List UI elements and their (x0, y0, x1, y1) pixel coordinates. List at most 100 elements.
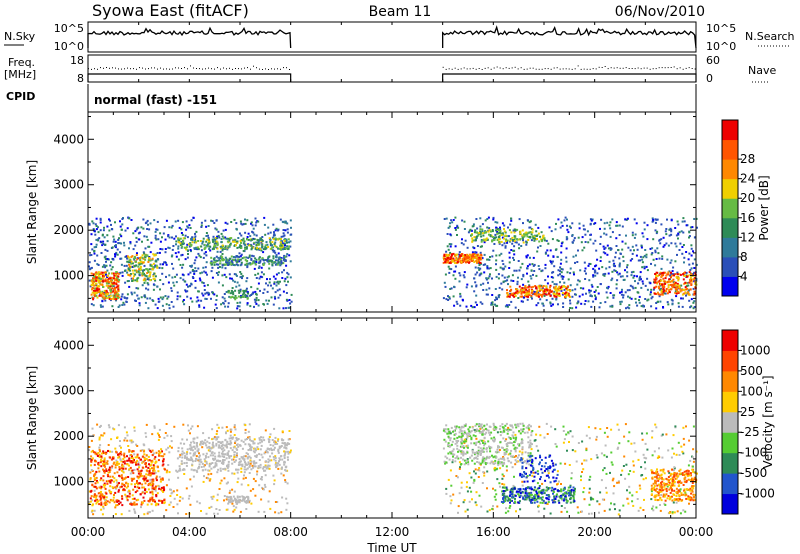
data-cell (217, 271, 220, 274)
data-cell (112, 462, 115, 465)
data-cell (128, 464, 130, 467)
data-cell (278, 258, 281, 261)
data-cell (136, 489, 139, 492)
data-cell (620, 293, 623, 296)
data-cell (271, 236, 274, 239)
data-cell (690, 267, 693, 270)
data-cell (158, 266, 161, 269)
data-cell (471, 237, 474, 240)
data-cell (92, 298, 95, 301)
data-cell (649, 247, 652, 250)
data-cell (192, 454, 195, 457)
data-cell (448, 297, 451, 300)
data-cell (551, 297, 554, 300)
data-cell (671, 273, 674, 276)
data-cell (104, 465, 106, 468)
data-cell (198, 277, 201, 280)
data-cell (149, 482, 152, 485)
data-cell (691, 226, 694, 229)
data-cell (530, 233, 533, 236)
data-cell (641, 280, 644, 283)
data-cell (132, 488, 135, 491)
data-cell (233, 490, 236, 493)
data-cell (686, 292, 688, 295)
data-cell (459, 295, 462, 298)
data-cell (154, 500, 156, 503)
data-cell (667, 271, 670, 274)
data-cell (96, 263, 99, 266)
data-cell (92, 513, 95, 516)
data-cell (129, 502, 132, 505)
data-cell (675, 292, 678, 295)
data-cell (204, 297, 207, 300)
data-cell (138, 268, 140, 271)
data-cell (690, 305, 693, 308)
cpid-value: normal (fast) -151 (94, 93, 217, 107)
data-cell (584, 267, 587, 270)
data-cell (274, 459, 277, 462)
data-cell (99, 276, 102, 279)
data-cell (160, 488, 162, 491)
data-cell (542, 304, 545, 307)
data-cell (93, 250, 96, 253)
data-cell (191, 236, 194, 239)
data-cell (133, 503, 136, 506)
data-cell (252, 261, 255, 264)
data-cell (622, 294, 625, 297)
data-cell (107, 424, 110, 427)
data-cell (254, 224, 257, 227)
data-cell (671, 270, 674, 273)
data-cell (183, 442, 186, 445)
data-cell (564, 285, 567, 288)
freq-tick-top: 18 (70, 54, 84, 67)
cpid-panel: CPID normal (fast) -151 (6, 84, 697, 112)
data-cell (542, 285, 545, 287)
data-cell (215, 263, 218, 266)
data-cell (619, 300, 622, 303)
data-cell (180, 232, 183, 234)
data-cell (516, 280, 519, 283)
data-cell (211, 238, 214, 241)
data-cell (279, 245, 282, 248)
data-cell (92, 282, 94, 285)
data-cell (215, 436, 218, 439)
data-cell (170, 446, 173, 449)
data-cell (103, 464, 106, 467)
data-cell (477, 266, 480, 269)
data-cell (254, 465, 257, 468)
data-cell (636, 248, 639, 251)
data-cell (179, 264, 182, 266)
data-cell (123, 477, 126, 480)
data-cell (260, 453, 263, 456)
data-cell (245, 508, 248, 510)
data-cell (223, 459, 226, 462)
data-cell (494, 303, 496, 306)
data-cell (104, 462, 107, 465)
data-cell (254, 290, 257, 293)
data-cell (126, 463, 129, 466)
data-cell (99, 229, 102, 232)
data-cell (615, 245, 618, 247)
data-cell (106, 225, 109, 228)
data-cell (103, 458, 106, 461)
data-cell (455, 256, 458, 259)
data-cell (651, 252, 654, 254)
data-cell (665, 228, 668, 230)
data-cell (213, 222, 216, 224)
data-cell (589, 234, 592, 236)
data-cell (162, 478, 164, 481)
data-cell (106, 276, 109, 278)
data-cell (646, 269, 649, 272)
data-cell (660, 276, 663, 278)
data-cell (218, 259, 221, 262)
data-cell (496, 230, 499, 233)
data-cell (129, 461, 132, 464)
data-cell (589, 263, 592, 265)
data-cell (272, 303, 275, 306)
data-cell (566, 228, 569, 231)
data-cell (275, 254, 278, 257)
data-cell (676, 286, 679, 289)
data-cell (198, 254, 201, 257)
data-cell (677, 233, 680, 236)
data-cell (577, 249, 579, 252)
